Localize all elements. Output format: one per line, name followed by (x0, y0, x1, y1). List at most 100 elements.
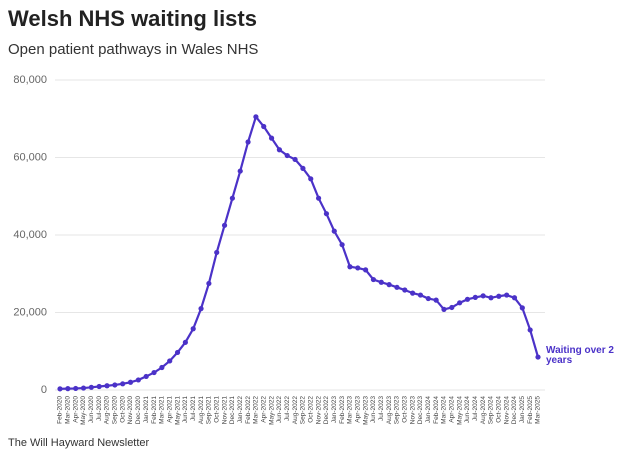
x-tick-label: Jan-2024 (425, 396, 432, 423)
x-tick-label: Jun-2023 (370, 396, 377, 423)
point (339, 242, 345, 248)
point (394, 284, 400, 290)
point (417, 292, 424, 298)
point (96, 383, 102, 390)
x-tick-label: Jan-2025 (519, 396, 526, 423)
point (535, 354, 541, 360)
x-tick-label: Dec-2020 (135, 396, 142, 425)
point (120, 381, 126, 387)
point (127, 379, 134, 385)
x-tick-label: Apr-2023 (354, 396, 361, 423)
point (472, 294, 478, 300)
point (370, 276, 377, 283)
x-tick-label: Jun-2021 (182, 396, 189, 423)
point (449, 304, 455, 311)
x-tick-label: Mar-2025 (535, 396, 542, 424)
x-tick-label: May-2022 (268, 396, 275, 425)
x-tick-label: Jun-2020 (88, 396, 95, 423)
point (519, 305, 525, 311)
point (151, 369, 157, 376)
x-tick-label: Apr-2020 (72, 396, 79, 423)
point (143, 373, 149, 380)
point (80, 385, 87, 391)
point (268, 135, 275, 141)
point (331, 228, 337, 234)
point (378, 279, 384, 285)
point (433, 297, 439, 303)
x-tick-label: Mar-2024 (441, 396, 448, 424)
point (504, 292, 510, 298)
point (488, 295, 494, 301)
point (65, 386, 71, 392)
point (190, 326, 196, 332)
point (355, 265, 361, 271)
point (229, 195, 235, 201)
x-tick-label: Mar-2023 (347, 396, 354, 424)
point (73, 385, 79, 392)
x-tick-label: Mar-2022 (253, 396, 260, 424)
point (245, 139, 251, 145)
point (464, 296, 471, 302)
point (402, 287, 408, 293)
point (167, 358, 173, 364)
point (284, 152, 290, 159)
point (511, 295, 518, 301)
x-tick-label: May-2023 (362, 396, 369, 425)
point (441, 306, 447, 312)
x-tick-label: Sep-2021 (206, 396, 213, 425)
x-tick-label: Sep-2023 (394, 396, 401, 425)
x-tick-label: Oct-2021 (213, 396, 220, 423)
point (425, 295, 431, 302)
y-tick-label: 0 (41, 384, 47, 396)
point (253, 114, 259, 120)
x-tick-label: May-2021 (174, 396, 181, 425)
x-tick-label: Sep-2024 (488, 396, 495, 425)
x-tick-label: Aug-2022 (292, 396, 299, 425)
point (174, 349, 181, 356)
x-tick-label: Apr-2022 (260, 396, 267, 423)
point (112, 382, 118, 388)
point (308, 176, 314, 182)
x-tick-label: Oct-2024 (496, 396, 503, 423)
x-tick-label: Nov-2021 (221, 396, 228, 425)
x-tick-label: Nov-2023 (409, 396, 416, 425)
point (410, 290, 416, 296)
x-tick-label: May-2024 (456, 396, 463, 425)
x-tick-label: Apr-2021 (166, 396, 173, 423)
x-tick-label: Jul-2021 (190, 396, 197, 421)
point (527, 327, 533, 333)
x-tick-label: Aug-2024 (480, 396, 487, 425)
y-tick-label: 80,000 (13, 74, 47, 86)
point (57, 386, 63, 392)
point (323, 211, 330, 217)
point (315, 195, 322, 201)
x-tick-label: Aug-2020 (104, 396, 111, 425)
point (480, 293, 486, 299)
point (88, 384, 94, 390)
source: The Will Hayward Newsletter (8, 437, 150, 449)
point (496, 293, 502, 299)
x-tick-label: May-2020 (80, 396, 87, 425)
x-tick-label: Apr-2024 (449, 396, 456, 423)
x-tick-label: Aug-2023 (386, 396, 393, 425)
x-tick-label: Oct-2022 (307, 396, 314, 423)
x-tick-label: Jun-2024 (464, 396, 471, 423)
chart-title: Welsh NHS waiting lists (8, 6, 257, 31)
x-tick-label: Feb-2022 (245, 396, 252, 424)
point (386, 282, 392, 288)
x-tick-label: Dec-2023 (417, 396, 424, 425)
x-tick-label: Dec-2021 (229, 396, 236, 425)
point (261, 123, 267, 130)
x-tick-label: Feb-2020 (57, 396, 64, 424)
x-tick-label: Nov-2020 (127, 396, 134, 425)
y-tick-label: 40,000 (13, 229, 47, 241)
x-tick-label: Mar-2021 (159, 396, 166, 424)
point (159, 364, 165, 371)
x-tick-label: Jul-2020 (96, 396, 103, 421)
chart-subtitle: Open patient pathways in Wales NHS (8, 41, 259, 58)
x-tick-label: Jan-2021 (143, 396, 150, 423)
x-tick-label: Feb-2025 (527, 396, 534, 424)
y-tick-label: 20,000 (13, 306, 47, 318)
series-label: Waiting over 2 years (546, 345, 614, 366)
